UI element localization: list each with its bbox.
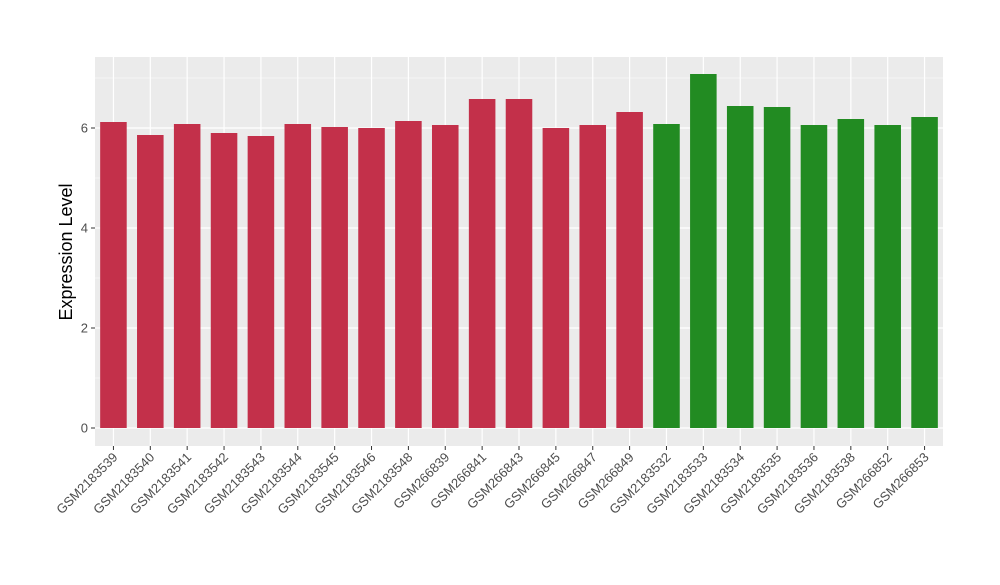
x-axis: GSM2183539GSM2183540GSM2183541GSM2183542… (53, 446, 932, 517)
bar-GSM2183545 (321, 127, 348, 428)
bar-GSM2183546 (358, 128, 385, 428)
bar-GSM2183532 (653, 124, 680, 428)
bar-GSM266853 (911, 117, 938, 428)
bar-GSM2183538 (837, 119, 865, 428)
bar-GSM266839 (431, 125, 459, 428)
bar-GSM2183548 (395, 121, 422, 428)
bar-GSM2183536 (800, 125, 828, 428)
bar-GSM2183541 (173, 124, 201, 428)
y-tick-label: 0 (81, 421, 88, 436)
bar-GSM266849 (616, 112, 643, 428)
bar-GSM266852 (874, 125, 901, 428)
bar-GSM2183544 (284, 124, 312, 428)
bar-GSM2183535 (763, 107, 791, 428)
bar-GSM266841 (468, 99, 496, 428)
y-axis: 0 2 4 6 (81, 121, 95, 436)
y-tick-label: 6 (81, 121, 88, 136)
bar-GSM2183543 (247, 136, 275, 428)
y-tick-label: 2 (81, 321, 88, 336)
bar-GSM2183534 (726, 106, 754, 428)
bars (100, 74, 938, 428)
bar-GSM2183539 (100, 122, 127, 428)
y-tick-label: 4 (81, 221, 88, 236)
bar-GSM266845 (542, 128, 570, 428)
bar-GSM266843 (505, 99, 533, 428)
y-axis-label: Expression Level (56, 183, 76, 320)
bar-GSM266847 (579, 125, 607, 428)
bar-GSM2183542 (210, 133, 238, 428)
bar-GSM2183540 (137, 135, 164, 428)
bar-GSM2183533 (690, 74, 717, 428)
